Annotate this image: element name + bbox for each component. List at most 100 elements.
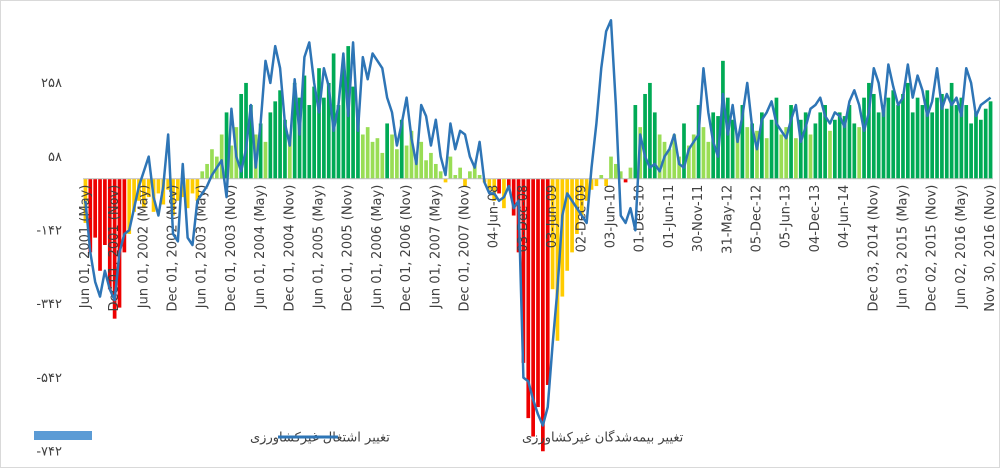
bar <box>360 134 365 179</box>
y-tick-label: -۵۴۲ <box>36 371 62 386</box>
bar <box>881 105 886 179</box>
bar <box>526 178 531 419</box>
bar <box>604 178 608 187</box>
bar <box>701 127 706 179</box>
bar <box>185 178 190 209</box>
x-tick-label: Jun 02, 2016 (May) <box>954 185 969 309</box>
bar <box>477 175 482 179</box>
bar <box>803 112 808 179</box>
bar <box>395 149 399 179</box>
bar <box>964 105 969 179</box>
bar <box>905 82 910 179</box>
bar <box>98 178 102 271</box>
bar <box>725 97 730 179</box>
x-tick-label: 30-Nov-11 <box>691 185 706 253</box>
bar <box>969 123 973 179</box>
bar <box>112 178 117 319</box>
x-tick-label: Jun 01, 2002 (May) <box>136 185 151 310</box>
bar <box>506 178 511 190</box>
bar <box>896 105 900 179</box>
x-tick-label: Dec 01, 2006 (Nov) <box>399 185 414 312</box>
bar <box>774 97 779 179</box>
bar <box>107 178 112 290</box>
bar <box>487 178 492 190</box>
bar <box>764 138 769 179</box>
bar <box>317 68 321 179</box>
bar <box>837 112 842 179</box>
bar <box>424 160 428 179</box>
bar <box>375 138 380 179</box>
bar <box>239 93 244 179</box>
bar <box>633 105 638 179</box>
bar <box>589 178 594 190</box>
bar <box>579 178 584 216</box>
y-tick-label: ۵۸ <box>48 150 62 165</box>
bar <box>380 152 385 179</box>
bar <box>356 112 360 179</box>
bar <box>83 178 88 223</box>
x-tick-label: 03-Jun-09 <box>545 185 560 249</box>
bar <box>390 134 394 179</box>
y-tick-label: -۳۴۲ <box>36 297 62 312</box>
bar <box>609 156 613 179</box>
bar <box>122 178 127 253</box>
legend-swatch <box>34 431 92 440</box>
bar <box>867 82 871 179</box>
bar <box>935 97 939 179</box>
bar <box>857 127 862 179</box>
bar <box>565 178 570 271</box>
x-tick-label: Dec 01, 2007 (Nov) <box>458 185 473 312</box>
bar <box>808 134 813 179</box>
bar <box>336 105 341 179</box>
bar <box>623 178 628 183</box>
bar <box>458 167 462 179</box>
bar <box>594 178 599 187</box>
bar <box>691 134 696 179</box>
bar <box>784 127 789 179</box>
bar <box>93 178 98 238</box>
bar <box>419 141 424 179</box>
bar <box>541 178 545 452</box>
bar <box>886 97 891 179</box>
bar <box>643 93 647 179</box>
bar <box>974 112 978 179</box>
bar <box>730 119 735 179</box>
bar <box>560 178 565 297</box>
x-tick-label: Nov 30, 2016 (Nov) <box>983 185 998 312</box>
bar <box>258 123 263 179</box>
bar <box>760 112 764 179</box>
x-tick-label: Dec 02, 2015 (Nov) <box>925 185 940 312</box>
x-tick-label: Jun 01, 2005 (May) <box>312 185 327 309</box>
bar <box>677 156 681 179</box>
bar <box>341 64 346 179</box>
bar <box>127 178 132 234</box>
bar <box>652 112 657 179</box>
x-tick-label: 03-Jun-10 <box>603 185 618 249</box>
bar <box>263 141 268 179</box>
bar <box>429 152 433 179</box>
bar <box>472 163 477 179</box>
bar <box>132 178 136 212</box>
bar <box>205 163 209 179</box>
bar <box>404 145 409 179</box>
x-tick-label: 02-Dec-09 <box>574 185 589 253</box>
bar <box>536 178 540 408</box>
bar <box>614 163 618 179</box>
x-tick-label: Jun 03, 2015 (May) <box>895 185 910 309</box>
bar <box>511 178 516 216</box>
bar <box>930 112 935 179</box>
bar <box>492 178 497 201</box>
bar <box>414 156 419 179</box>
bar <box>628 167 633 179</box>
bar <box>283 119 287 179</box>
bar <box>813 123 818 179</box>
bar <box>88 178 93 253</box>
bar <box>769 119 774 179</box>
x-tick-label: Jun 01, 2001 (May) <box>78 185 93 310</box>
x-tick-label: Jun 01, 2004 (May) <box>253 185 268 309</box>
bar <box>789 105 793 179</box>
bar <box>798 119 803 179</box>
bar <box>687 145 691 179</box>
bar <box>706 141 711 179</box>
